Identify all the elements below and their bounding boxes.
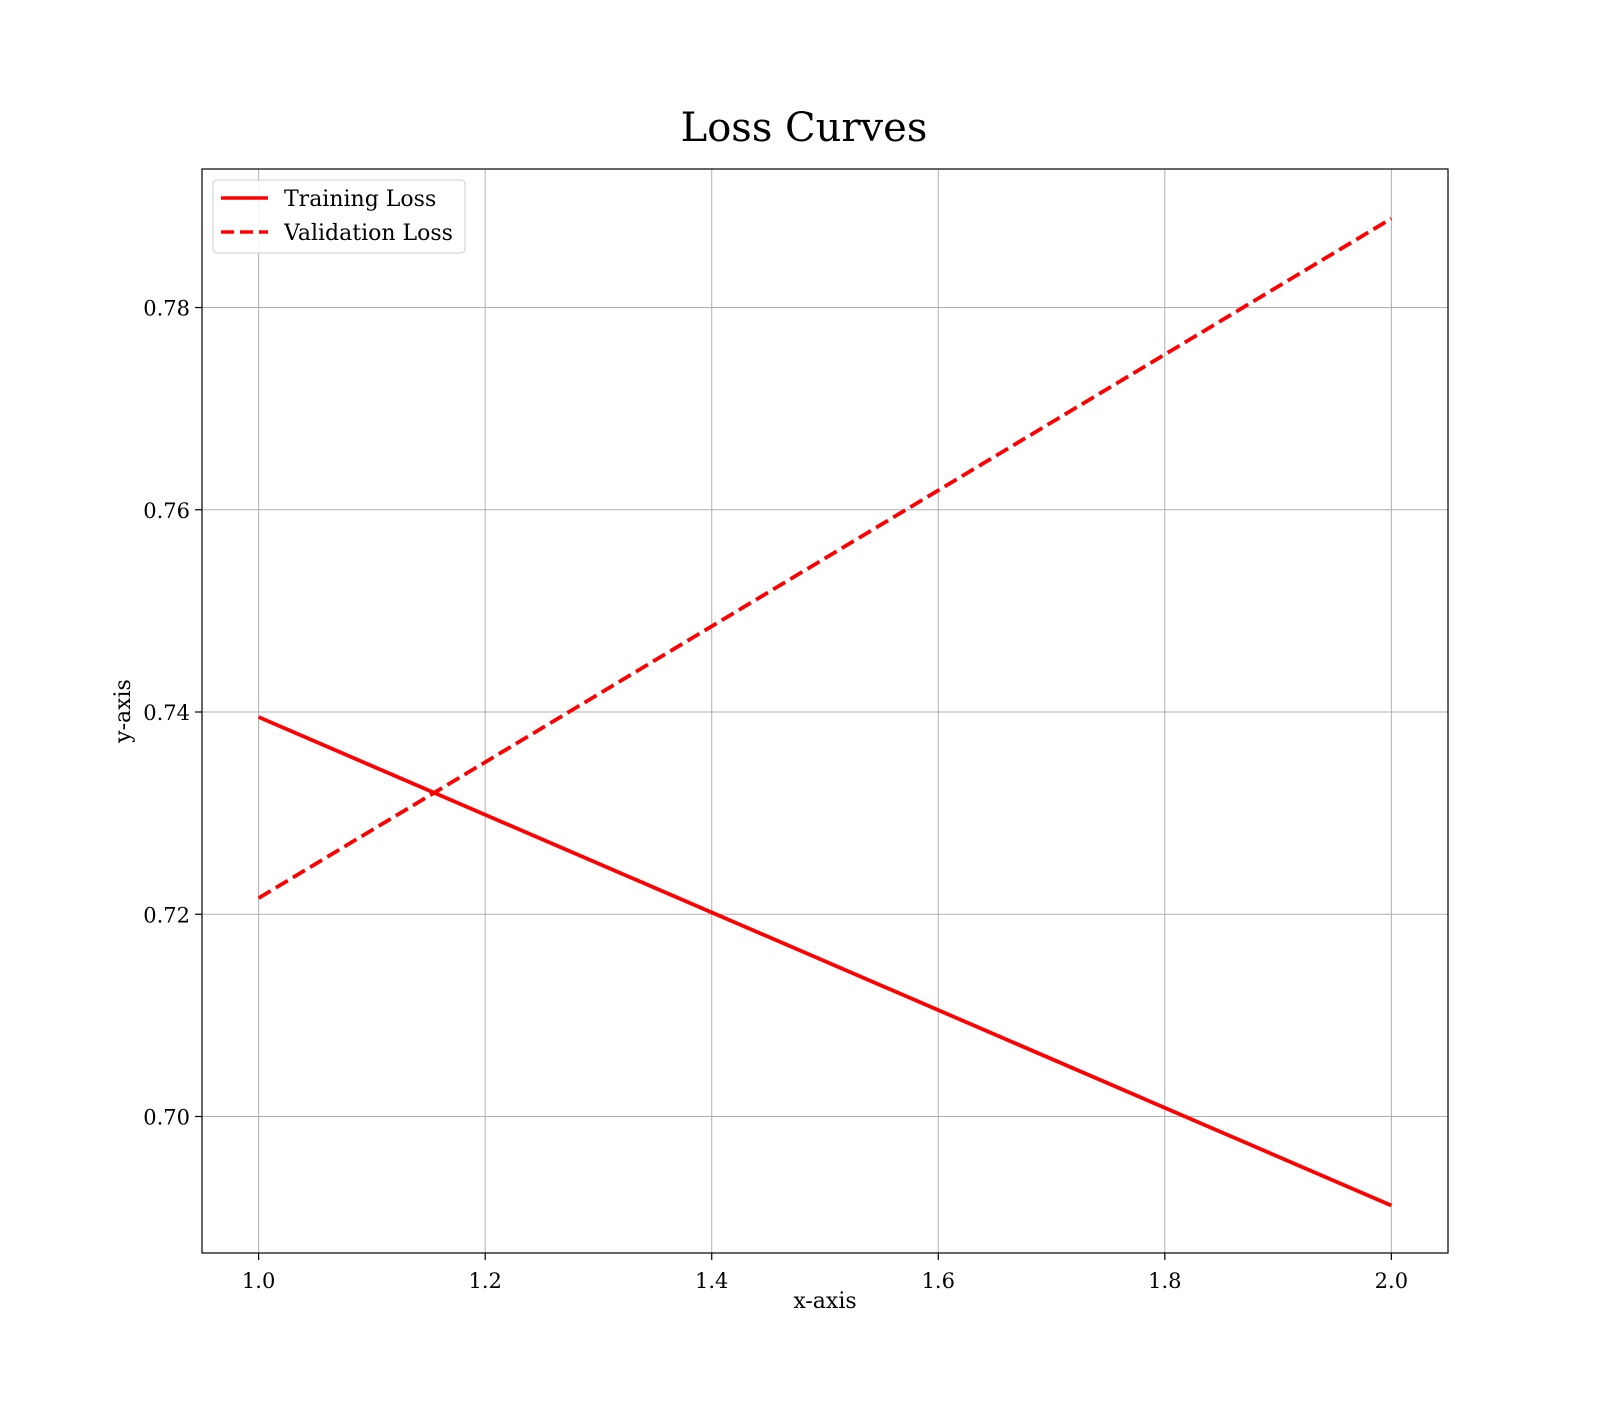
series-line-training-loss bbox=[257, 715, 1393, 1208]
x-tick-label: 1.8 bbox=[1148, 1269, 1181, 1293]
x-tick-label: 1.0 bbox=[242, 1269, 275, 1293]
legend: Training Loss Validation Loss bbox=[212, 179, 466, 254]
chart-title: Loss Curves bbox=[681, 105, 928, 151]
y-tick-label: 0.78 bbox=[143, 297, 190, 321]
grid-lines bbox=[202, 169, 1448, 1253]
series-lines bbox=[257, 216, 1393, 1208]
axis-ticks: 1.0 1.2 1.4 1.6 1.8 2.0 0.70 0.72 0.74 0.76 0.78 bbox=[143, 297, 1408, 1293]
legend-label-training-loss: Training Loss bbox=[284, 187, 436, 212]
y-tick-label: 0.70 bbox=[143, 1105, 190, 1129]
y-tick-label: 0.76 bbox=[143, 499, 190, 523]
x-tick-label: 1.6 bbox=[922, 1269, 955, 1293]
x-tick-label: 1.4 bbox=[695, 1269, 728, 1293]
plot-frame bbox=[201, 168, 1449, 1254]
x-tick-label: 1.2 bbox=[468, 1269, 501, 1293]
y-axis-label: y-axis bbox=[111, 679, 136, 744]
y-tick-label: 0.74 bbox=[143, 701, 190, 725]
y-tick-label: 0.72 bbox=[143, 903, 190, 927]
legend-label-validation-loss: Validation Loss bbox=[283, 221, 453, 246]
x-tick-label: 2.0 bbox=[1375, 1269, 1408, 1293]
series-line-validation-loss bbox=[257, 216, 1393, 900]
x-axis-label: x-axis bbox=[793, 1289, 856, 1314]
legend-box bbox=[212, 179, 466, 254]
